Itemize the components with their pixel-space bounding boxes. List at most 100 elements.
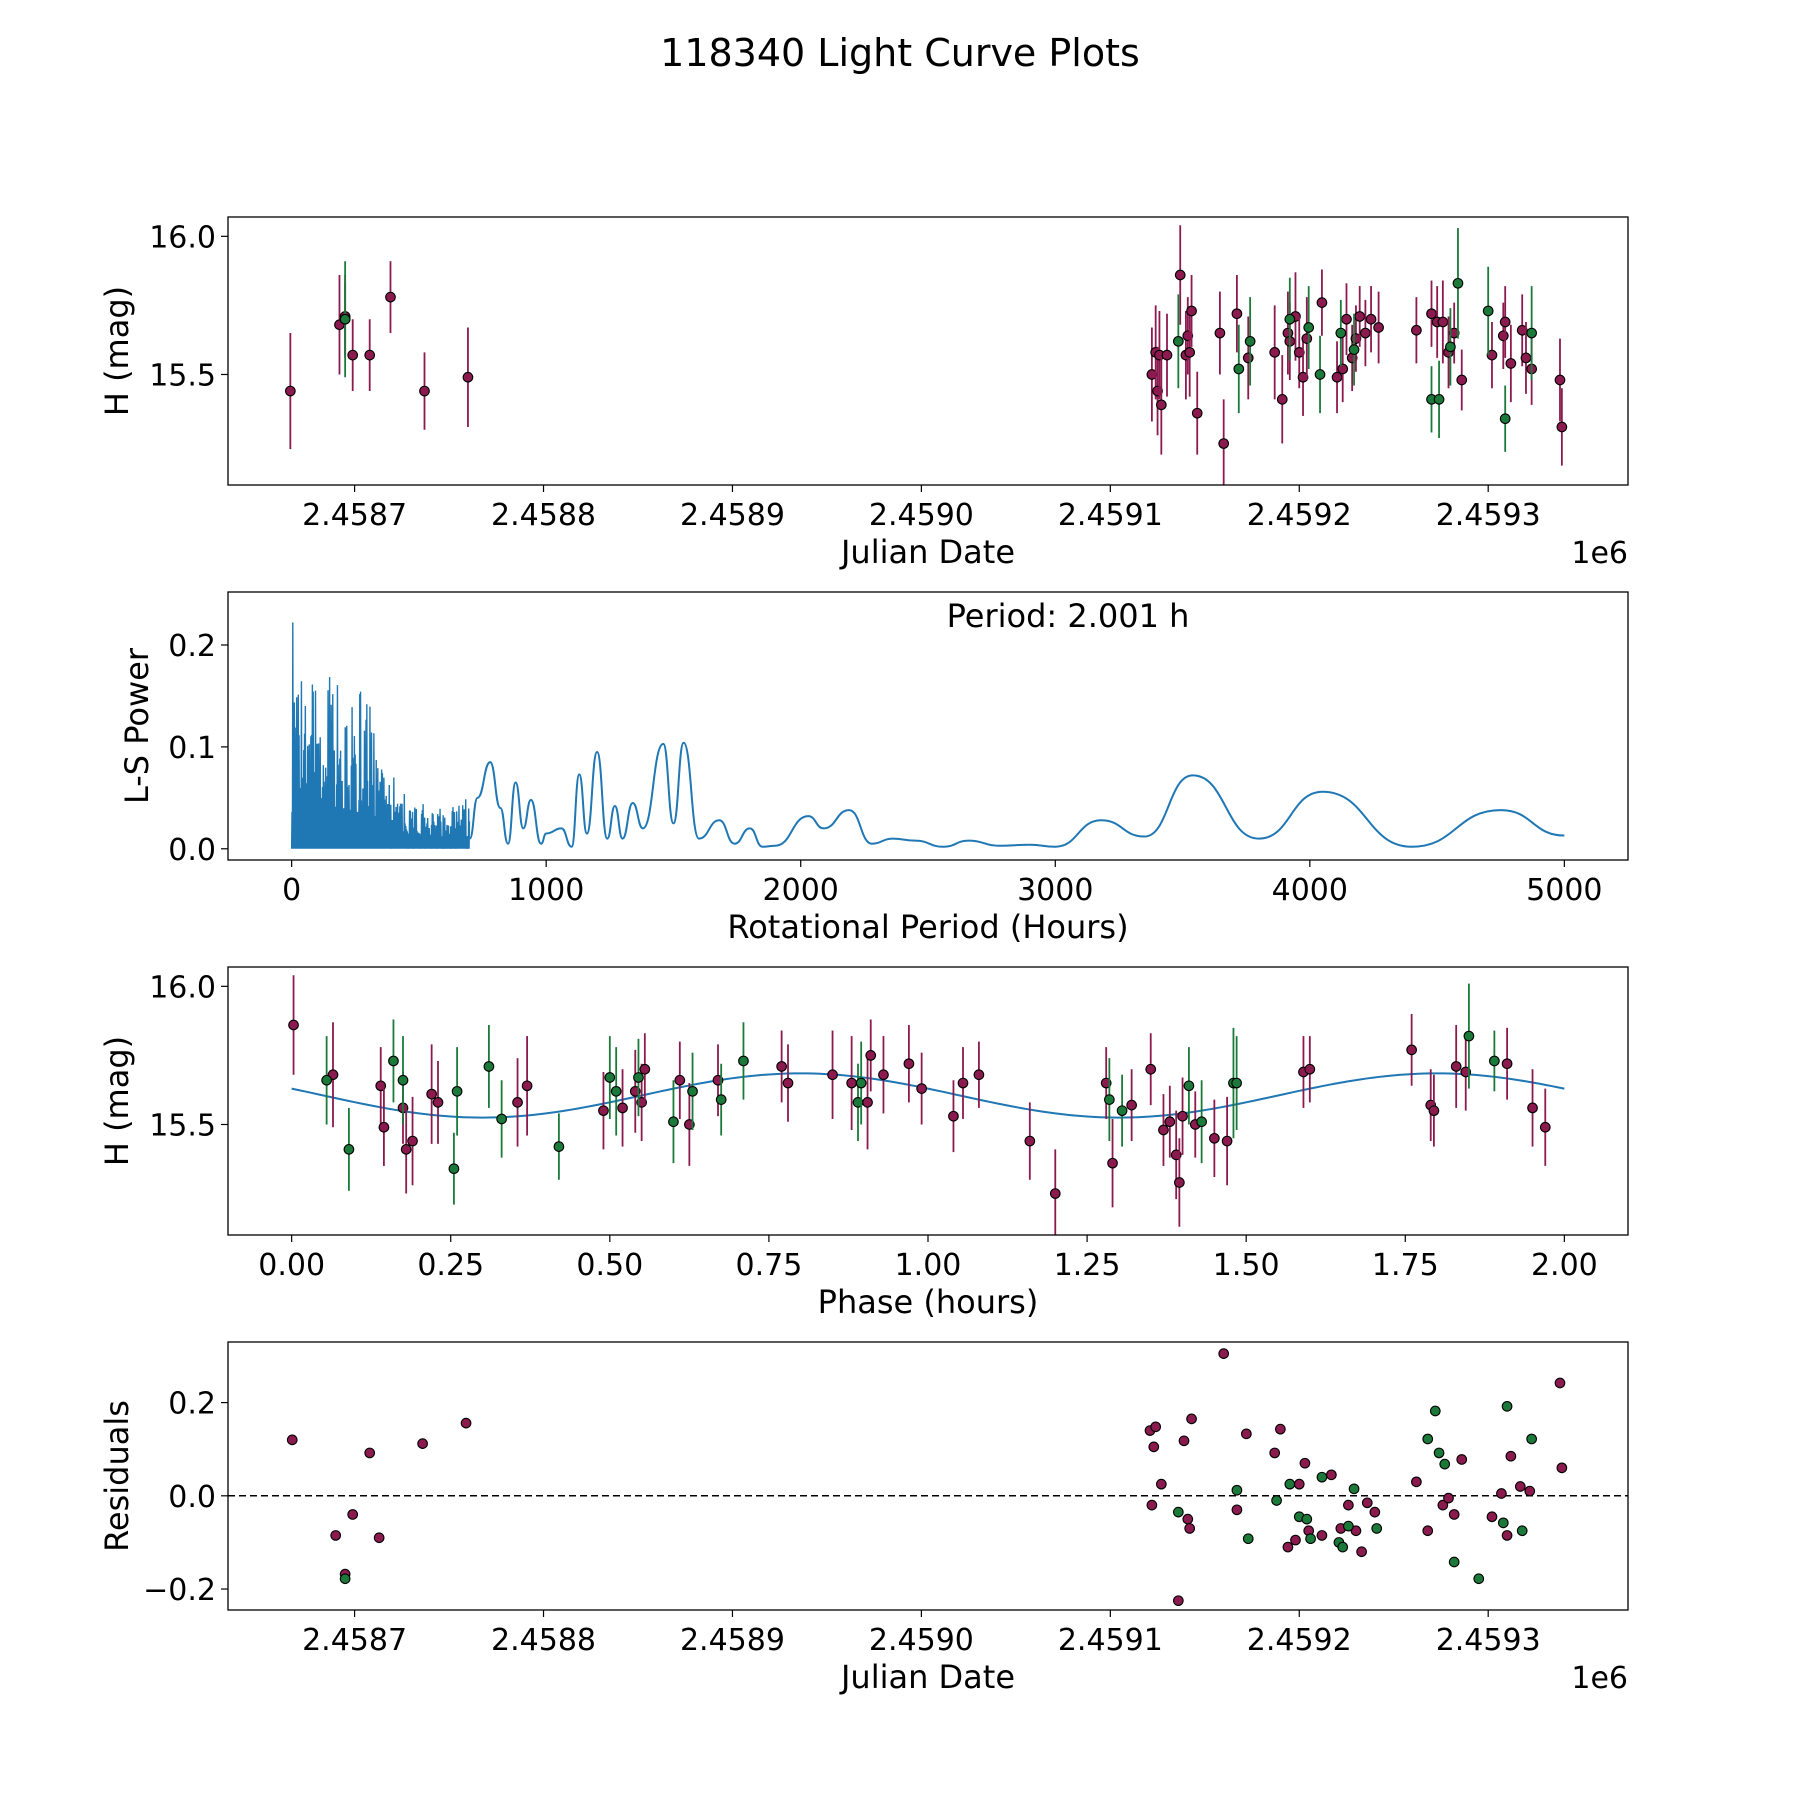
data-point [1150,1421,1162,1433]
series-magenta [284,225,1568,485]
data-point [1241,1428,1252,1440]
data-point [1369,1506,1381,1518]
data-point [1316,297,1328,308]
x-tick-label: 3000 [1017,873,1093,908]
data-point [1269,347,1281,358]
data-point [1218,438,1230,449]
x-tick-label: 2.4590 [869,1623,974,1658]
x-tick-label: 1000 [508,873,584,908]
data-point [1172,335,1184,347]
data-point [496,1113,507,1125]
data-point [1348,344,1360,355]
data-point [1191,407,1203,419]
data-point [1450,1061,1462,1072]
data-point [687,1085,698,1097]
data-point [1049,1188,1061,1199]
data-point [343,1144,355,1155]
x-tick-label: 5000 [1526,873,1602,908]
data-point [321,1074,332,1086]
data-point [426,1088,437,1100]
data-point [1231,1077,1242,1089]
data-point [1422,1525,1434,1537]
plot-area [290,622,1565,849]
data-point [339,313,351,325]
x-tick-label: 2000 [763,873,839,908]
x-tick-label: 2.4591 [1058,1623,1163,1658]
data-point [451,1085,463,1097]
data-point [1116,1105,1128,1117]
data-point [1242,1533,1254,1545]
data-point [1499,316,1511,328]
data-point [1155,399,1167,411]
data-point [1290,1534,1301,1546]
data-point [1244,335,1256,347]
chart-panels: 2.4587 2.4588 2.4589 2.4590 2.4591 2.4592 2.45… [98,216,1629,1696]
figure-title: 118340 Light Curve Plots [660,31,1140,75]
y-tick-label: 0.1 [168,731,216,766]
x-tick-label: 2.4592 [1247,1623,1352,1658]
data-point [1178,1435,1190,1447]
data-point [1174,1177,1185,1188]
data-point [284,385,296,397]
data-point [1497,1517,1509,1529]
data-point [1164,1116,1176,1128]
data-point [1148,1441,1160,1453]
data-point [347,349,359,361]
data-point [1182,1513,1194,1525]
data-point [1186,305,1197,317]
data-point [462,371,474,383]
data-point [903,1058,915,1070]
data-point [521,1080,533,1092]
data-point [378,1121,390,1133]
x-tick-label: 0.50 [576,1248,643,1283]
data-point [1437,316,1449,328]
data-point [738,1055,749,1067]
x-tick-label: 2.4587 [302,1623,407,1658]
data-point [1554,374,1566,386]
data-point [1221,1135,1233,1147]
x-tick-label: 0.00 [258,1248,325,1283]
data-point [1284,1478,1296,1490]
periodogram-line [468,741,1565,848]
data-point [1184,1523,1196,1534]
x-tick-label: 0 [282,873,301,908]
data-point [1299,1457,1311,1469]
data-point [483,1061,495,1072]
data-point [1316,1530,1328,1541]
data-point [1437,1499,1449,1511]
x-tick-label: 2.4588 [491,1623,596,1658]
data-point [855,1077,867,1089]
data-point [1231,308,1243,320]
data-point [1314,369,1326,380]
data-point [1214,327,1226,339]
data-point [330,1530,342,1541]
data-point [957,1077,969,1089]
x-tick-label: 2.4592 [1247,498,1352,533]
data-point [1433,394,1445,405]
data-point [1305,1533,1316,1545]
data-point [1183,1080,1195,1092]
data-point [633,1072,644,1083]
data-point [865,1050,877,1061]
data-point [1499,413,1511,425]
data-point [1501,1530,1513,1541]
data-point [1284,313,1296,325]
data-point [1271,1495,1282,1506]
data-point [1145,1063,1157,1075]
data-point [1516,324,1528,336]
y-tick-label: 16.0 [149,220,216,255]
data-point [1482,305,1494,317]
data-point [375,1080,387,1092]
series-green [339,1400,1537,1585]
data-point [407,1135,418,1147]
data-point [1218,1348,1230,1360]
data-point [1335,327,1347,339]
data-point [1146,1499,1158,1511]
data-point [604,1072,616,1083]
data-point [1303,322,1315,333]
data-point [1196,1116,1207,1128]
data-point [1172,1595,1184,1607]
data-point [388,1055,399,1067]
data-point [782,1077,794,1089]
data-point [1411,324,1422,336]
